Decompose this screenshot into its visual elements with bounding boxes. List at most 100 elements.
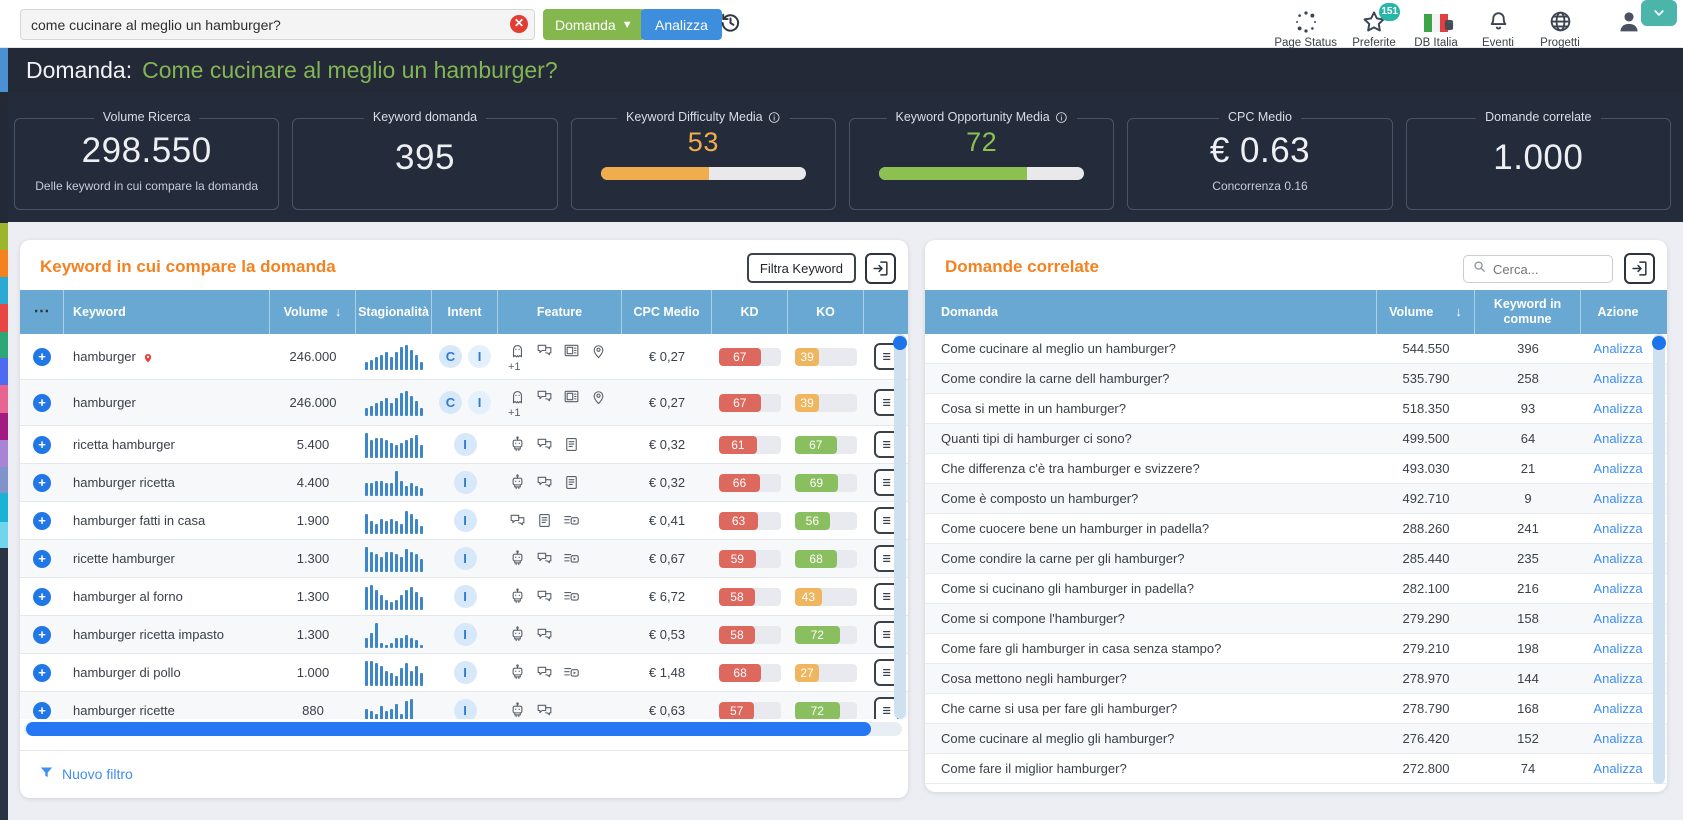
analizza-link[interactable]: Analizza: [1593, 611, 1643, 626]
sort-desc-icon[interactable]: ↓: [1455, 303, 1462, 319]
analizza-link[interactable]: Analizza: [1593, 671, 1643, 686]
analizza-link[interactable]: Analizza: [1593, 401, 1643, 416]
keyword-text[interactable]: ricetta hamburger: [73, 437, 175, 452]
analizza-button[interactable]: Analizza: [641, 9, 722, 40]
column-header-stagionalita[interactable]: Stagionalità: [356, 290, 432, 334]
analizza-link[interactable]: Analizza: [1593, 701, 1643, 716]
domanda-cell[interactable]: Come condire la carne per gli hamburger?: [941, 551, 1185, 566]
domanda-cell[interactable]: Come fare gli hamburger in casa senza st…: [941, 641, 1222, 656]
nav-item-progetti[interactable]: Progetti: [1529, 3, 1591, 49]
column-header-kd[interactable]: KD: [712, 290, 788, 334]
info-icon[interactable]: [768, 111, 781, 124]
keyword-text[interactable]: hamburger al forno: [73, 589, 183, 604]
scrollbar-thumb[interactable]: [893, 336, 907, 350]
nav-item-eventi[interactable]: Eventi: [1467, 3, 1529, 49]
add-keyword-button[interactable]: +: [33, 549, 51, 568]
add-keyword-button[interactable]: +: [33, 587, 51, 606]
analizza-link[interactable]: Analizza: [1593, 761, 1643, 776]
domanda-cell[interactable]: Come è composto un hamburger?: [941, 491, 1139, 506]
history-icon[interactable]: [716, 10, 744, 38]
info-icon[interactable]: [1055, 111, 1068, 124]
column-header-keyword[interactable]: Keyword: [64, 290, 270, 334]
clear-search-icon[interactable]: ✕: [510, 15, 528, 33]
analizza-link[interactable]: Analizza: [1593, 491, 1643, 506]
analizza-link[interactable]: Analizza: [1593, 581, 1643, 596]
analizza-link[interactable]: Analizza: [1593, 371, 1643, 386]
nav-item-db-italia[interactable]: DB Italia: [1405, 3, 1467, 49]
vertical-scrollbar[interactable]: [893, 334, 907, 719]
search-input[interactable]: [20, 9, 535, 40]
horizontal-scrollbar[interactable]: [24, 722, 902, 736]
column-header-intent[interactable]: Intent: [432, 290, 498, 334]
column-header-serp[interactable]: [864, 290, 908, 334]
domanda-cell[interactable]: Come fare il miglior hamburger?: [941, 761, 1127, 776]
domanda-cell[interactable]: Come cuocere bene un hamburger in padell…: [941, 521, 1210, 536]
export-icon[interactable]: [1624, 253, 1655, 284]
domanda-cell[interactable]: Come si cucinano gli hamburger in padell…: [941, 581, 1194, 596]
analizza-link[interactable]: Analizza: [1593, 641, 1643, 656]
scrollbar-thumb[interactable]: [1652, 336, 1666, 350]
sidebar-segment[interactable]: [0, 277, 8, 304]
add-keyword-button[interactable]: +: [33, 435, 51, 454]
column-header-azione[interactable]: Azione: [1597, 304, 1639, 319]
keyword-text[interactable]: ricette hamburger: [73, 551, 175, 566]
column-header-cpc-medio[interactable]: CPC Medio: [622, 290, 712, 334]
domanda-cell[interactable]: Come si compone l'hamburger?: [941, 611, 1125, 626]
sort-desc-icon[interactable]: ↓: [334, 303, 342, 319]
domanda-cell[interactable]: Come cucinare al meglio un hamburger?: [941, 341, 1176, 356]
collapse-topbar-button[interactable]: [1641, 0, 1677, 26]
sidebar-segment[interactable]: [0, 250, 8, 277]
sidebar-segment[interactable]: [0, 223, 8, 250]
domanda-cell[interactable]: Quanti tipi di hamburger ci sono?: [941, 431, 1132, 446]
domanda-cell[interactable]: Cosa si mette in un hamburger?: [941, 401, 1126, 416]
keyword-text[interactable]: hamburger: [73, 395, 136, 410]
column-header-domanda[interactable]: Domanda: [925, 290, 1377, 334]
keyword-text[interactable]: hamburger di pollo: [73, 665, 181, 680]
sidebar-segment[interactable]: [0, 92, 8, 223]
analizza-link[interactable]: Analizza: [1593, 461, 1643, 476]
nuovo-filtro-link[interactable]: Nuovo filtro: [38, 764, 133, 784]
analizza-link[interactable]: Analizza: [1593, 521, 1643, 536]
keyword-text[interactable]: hamburger ricette: [73, 703, 175, 718]
add-keyword-button[interactable]: +: [33, 511, 51, 530]
sidebar-segment[interactable]: [0, 522, 8, 548]
column-header-volume[interactable]: Volume ↓: [270, 290, 356, 334]
analizza-link[interactable]: Analizza: [1593, 731, 1643, 746]
domanda-cell[interactable]: Che carne si usa per fare gli hamburger?: [941, 701, 1178, 716]
keyword-text[interactable]: hamburger ricetta impasto: [73, 627, 225, 642]
vertical-scrollbar[interactable]: [1652, 334, 1666, 784]
filtra-keyword-button[interactable]: Filtra Keyword: [746, 253, 856, 283]
column-header-menu[interactable]: ⋯: [20, 290, 64, 334]
column-header-keyword-in-comune[interactable]: Keyword in comune: [1493, 297, 1562, 326]
scrollbar-thumb[interactable]: [26, 722, 871, 736]
domanda-dropdown-button[interactable]: Domanda ▼: [543, 9, 645, 40]
keyword-text[interactable]: hamburger: [73, 349, 136, 364]
add-keyword-button[interactable]: +: [33, 625, 51, 644]
sidebar-segment[interactable]: [0, 413, 8, 440]
keyword-text[interactable]: hamburger fatti in casa: [73, 513, 206, 528]
domanda-cell[interactable]: Cosa mettono negli hamburger?: [941, 671, 1127, 686]
user-account-icon[interactable]: [1615, 8, 1643, 39]
analizza-link[interactable]: Analizza: [1593, 551, 1643, 566]
sidebar-segment[interactable]: [0, 358, 8, 385]
sidebar-segment[interactable]: [0, 304, 8, 332]
export-icon[interactable]: [865, 253, 896, 284]
add-keyword-button[interactable]: +: [33, 473, 51, 492]
add-keyword-button[interactable]: +: [33, 663, 51, 682]
add-keyword-button[interactable]: +: [33, 347, 51, 366]
sidebar-segment[interactable]: [0, 48, 8, 92]
add-keyword-button[interactable]: +: [33, 393, 51, 412]
nav-item-page-status[interactable]: Page Status: [1268, 3, 1343, 49]
sidebar-segment[interactable]: [0, 332, 8, 358]
sidebar-segment[interactable]: [0, 548, 8, 820]
domanda-cell[interactable]: Che differenza c'è tra hamburger e svizz…: [941, 461, 1200, 476]
sidebar-segment[interactable]: [0, 385, 8, 413]
sidebar-segment[interactable]: [0, 440, 8, 467]
sidebar-segment[interactable]: [0, 467, 8, 493]
sidebar-segment[interactable]: [0, 493, 8, 522]
related-search-input[interactable]: [1493, 261, 1604, 277]
domanda-cell[interactable]: Come cucinare al meglio gli hamburger?: [941, 731, 1175, 746]
domanda-cell[interactable]: Come condire la carne dell hamburger?: [941, 371, 1170, 386]
nav-item-preferite[interactable]: 151 Preferite: [1343, 3, 1405, 49]
add-keyword-button[interactable]: +: [33, 701, 51, 719]
